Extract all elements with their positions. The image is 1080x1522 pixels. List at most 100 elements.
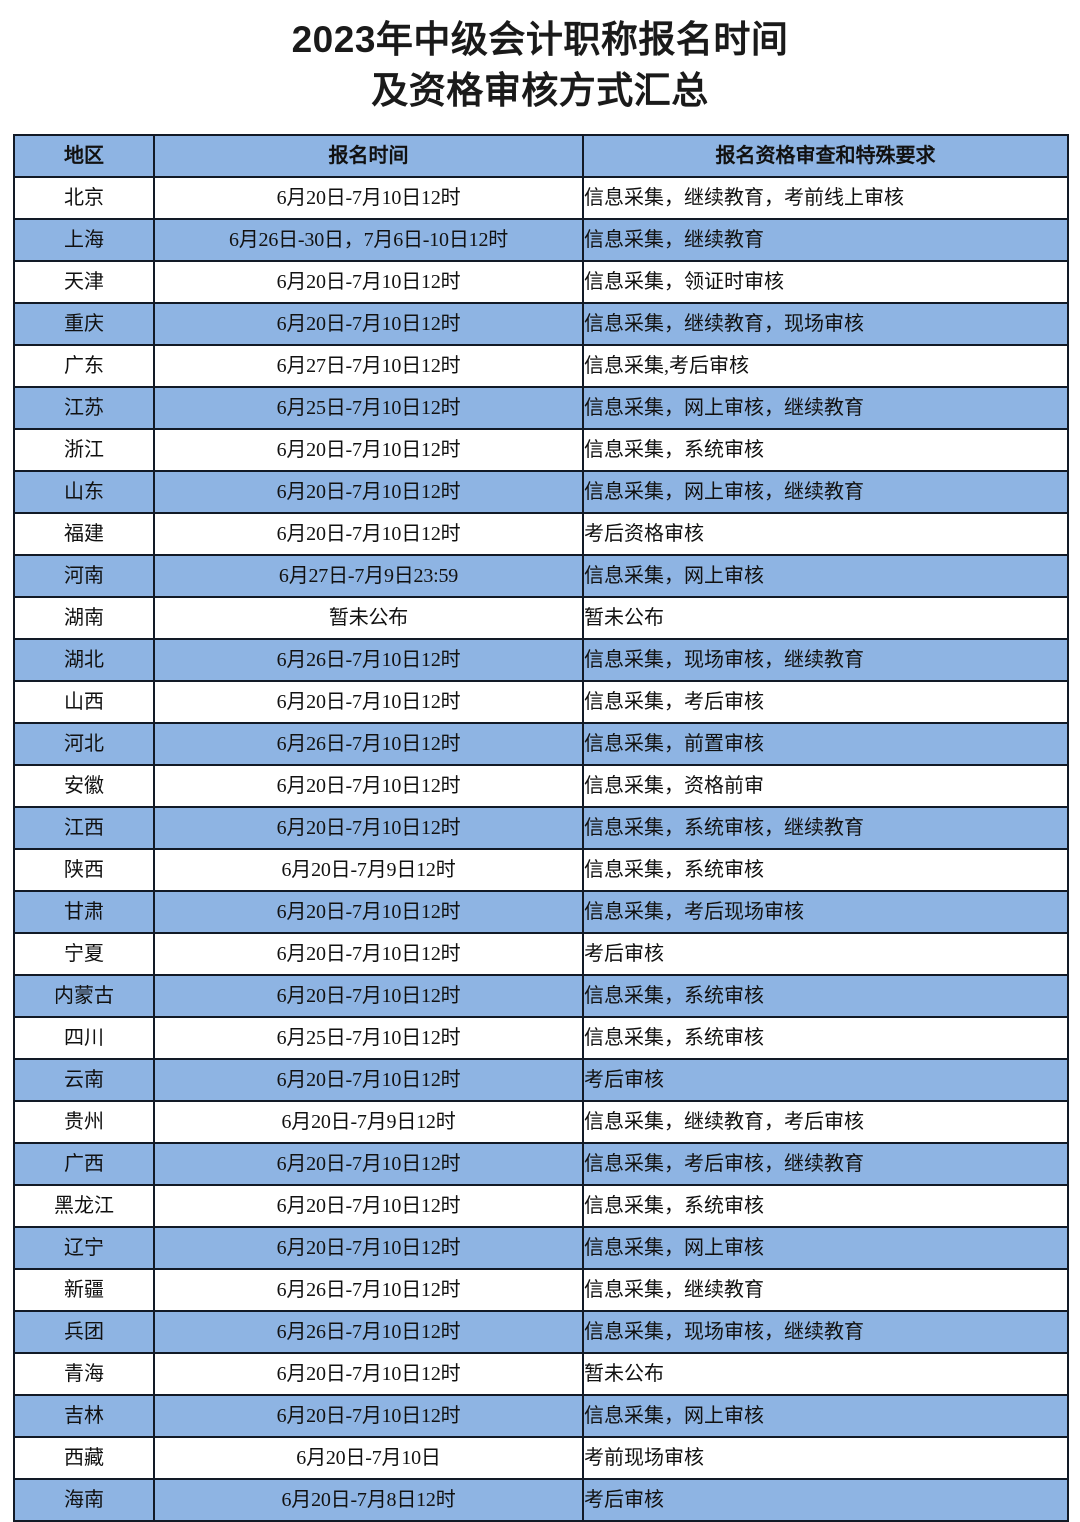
table-row: 湖北 6月26日-7月10日12时 信息采集，现场审核，继续教育	[13, 638, 1069, 682]
cell-review: 信息采集，继续教育	[582, 1268, 1069, 1312]
cell-region: 江苏	[13, 386, 155, 430]
cell-time: 6月27日-7月10日12时	[153, 344, 584, 388]
cell-review: 信息采集，考后审核	[582, 680, 1069, 724]
table-row: 北京 6月20日-7月10日12时 信息采集，继续教育，考前线上审核	[13, 176, 1069, 220]
cell-time: 6月20日-7月10日12时	[153, 470, 584, 514]
table-row: 陕西 6月20日-7月9日12时 信息采集，系统审核	[13, 848, 1069, 892]
registration-summary-table: 地区 报名时间 报名资格审查和特殊要求 北京 6月20日-7月10日12时 信息采集…	[13, 134, 1069, 1522]
table-row: 甘肃 6月20日-7月10日12时 信息采集，考后现场审核	[13, 890, 1069, 934]
cell-review: 暂未公布	[582, 1352, 1069, 1396]
column-header-review: 报名资格审查和特殊要求	[582, 134, 1069, 178]
cell-time: 6月20日-7月8日12时	[153, 1478, 584, 1522]
table-row: 山西 6月20日-7月10日12时 信息采集，考后审核	[13, 680, 1069, 724]
cell-region: 黑龙江	[13, 1184, 155, 1228]
cell-region: 陕西	[13, 848, 155, 892]
cell-time: 6月26日-7月10日12时	[153, 1268, 584, 1312]
cell-time: 6月26日-7月10日12时	[153, 1310, 584, 1354]
page-title-line-2: 及资格审核方式汇总	[371, 70, 709, 111]
cell-review: 考后审核	[582, 932, 1069, 976]
cell-time: 6月20日-7月10日12时	[153, 428, 584, 472]
cell-region: 新疆	[13, 1268, 155, 1312]
cell-region: 海南	[13, 1478, 155, 1522]
cell-review: 考后审核	[582, 1058, 1069, 1102]
column-header-time: 报名时间	[153, 134, 584, 178]
cell-review: 信息采集，前置审核	[582, 722, 1069, 766]
cell-region: 重庆	[13, 302, 155, 346]
cell-time: 6月20日-7月10日12时	[153, 512, 584, 556]
cell-review: 考前现场审核	[582, 1436, 1069, 1480]
cell-review: 信息采集，领证时审核	[582, 260, 1069, 304]
cell-time: 6月26日-30日，7月6日-10日12时	[153, 218, 584, 262]
cell-review: 信息采集，网上审核	[582, 1226, 1069, 1270]
cell-region: 山东	[13, 470, 155, 514]
page-title: 2023年中级会计职称报名时间 及资格审核方式汇总	[0, 0, 1080, 116]
cell-region: 河北	[13, 722, 155, 766]
cell-region: 湖北	[13, 638, 155, 682]
table-row: 内蒙古 6月20日-7月10日12时 信息采集，系统审核	[13, 974, 1069, 1018]
cell-region: 宁夏	[13, 932, 155, 976]
cell-region: 辽宁	[13, 1226, 155, 1270]
cell-time: 6月20日-7月10日12时	[153, 932, 584, 976]
cell-region: 西藏	[13, 1436, 155, 1480]
table-row: 西藏 6月20日-7月10日 考前现场审核	[13, 1436, 1069, 1480]
cell-time: 暂未公布	[153, 596, 584, 640]
table-row: 天津 6月20日-7月10日12时 信息采集，领证时审核	[13, 260, 1069, 304]
cell-region: 天津	[13, 260, 155, 304]
cell-time: 6月20日-7月10日12时	[153, 1352, 584, 1396]
cell-review: 信息采集，网上审核	[582, 1394, 1069, 1438]
table-row: 贵州 6月20日-7月9日12时 信息采集，继续教育，考后审核	[13, 1100, 1069, 1144]
cell-review: 信息采集，网上审核	[582, 554, 1069, 598]
table-row: 广西 6月20日-7月10日12时 信息采集，考后审核，继续教育	[13, 1142, 1069, 1186]
cell-region: 福建	[13, 512, 155, 556]
cell-review: 信息采集，网上审核，继续教育	[582, 470, 1069, 514]
table-row: 湖南 暂未公布 暂未公布	[13, 596, 1069, 640]
cell-review: 信息采集，网上审核，继续教育	[582, 386, 1069, 430]
cell-time: 6月20日-7月9日12时	[153, 848, 584, 892]
cell-time: 6月25日-7月10日12时	[153, 386, 584, 430]
table-row: 上海 6月26日-30日，7月6日-10日12时 信息采集，继续教育	[13, 218, 1069, 262]
table-row: 安徽 6月20日-7月10日12时 信息采集，资格前审	[13, 764, 1069, 808]
table-row: 江苏 6月25日-7月10日12时 信息采集，网上审核，继续教育	[13, 386, 1069, 430]
cell-time: 6月26日-7月10日12时	[153, 638, 584, 682]
table-row: 重庆 6月20日-7月10日12时 信息采集，继续教育，现场审核	[13, 302, 1069, 346]
cell-time: 6月20日-7月10日12时	[153, 680, 584, 724]
cell-time: 6月20日-7月10日12时	[153, 176, 584, 220]
cell-review: 考后审核	[582, 1478, 1069, 1522]
column-header-region: 地区	[13, 134, 155, 178]
table-body: 北京 6月20日-7月10日12时 信息采集，继续教育，考前线上审核 上海 6月26日-…	[13, 176, 1069, 1522]
cell-time: 6月20日-7月10日12时	[153, 260, 584, 304]
cell-region: 安徽	[13, 764, 155, 808]
page-title-line-1: 2023年中级会计职称报名时间	[291, 19, 789, 60]
cell-review: 信息采集，现场审核，继续教育	[582, 1310, 1069, 1354]
cell-region: 吉林	[13, 1394, 155, 1438]
cell-region: 广西	[13, 1142, 155, 1186]
cell-region: 广东	[13, 344, 155, 388]
cell-region: 兵团	[13, 1310, 155, 1354]
table-row: 宁夏 6月20日-7月10日12时 考后审核	[13, 932, 1069, 976]
cell-review: 信息采集，考后审核，继续教育	[582, 1142, 1069, 1186]
cell-region: 贵州	[13, 1100, 155, 1144]
cell-region: 湖南	[13, 596, 155, 640]
cell-region: 浙江	[13, 428, 155, 472]
cell-review: 信息采集，系统审核	[582, 848, 1069, 892]
table-row: 兵团 6月26日-7月10日12时 信息采集，现场审核，继续教育	[13, 1310, 1069, 1354]
table-row: 四川 6月25日-7月10日12时 信息采集，系统审核	[13, 1016, 1069, 1060]
cell-time: 6月20日-7月10日12时	[153, 806, 584, 850]
cell-time: 6月20日-7月10日12时	[153, 1226, 584, 1270]
cell-review: 信息采集，现场审核，继续教育	[582, 638, 1069, 682]
summary-table-container: 地区 报名时间 报名资格审查和特殊要求 北京 6月20日-7月10日12时 信息采集…	[13, 116, 1069, 1522]
cell-review: 信息采集，系统审核	[582, 428, 1069, 472]
table-row: 辽宁 6月20日-7月10日12时 信息采集，网上审核	[13, 1226, 1069, 1270]
cell-review: 信息采集，系统审核	[582, 1016, 1069, 1060]
cell-region: 内蒙古	[13, 974, 155, 1018]
table-row: 河北 6月26日-7月10日12时 信息采集，前置审核	[13, 722, 1069, 766]
table-row: 新疆 6月26日-7月10日12时 信息采集，继续教育	[13, 1268, 1069, 1312]
cell-time: 6月20日-7月10日12时	[153, 1142, 584, 1186]
table-header: 地区 报名时间 报名资格审查和特殊要求	[13, 134, 1069, 178]
table-row: 山东 6月20日-7月10日12时 信息采集，网上审核，继续教育	[13, 470, 1069, 514]
cell-region: 江西	[13, 806, 155, 850]
cell-review: 信息采集，继续教育	[582, 218, 1069, 262]
cell-time: 6月27日-7月9日23:59	[153, 554, 584, 598]
table-row: 福建 6月20日-7月10日12时 考后资格审核	[13, 512, 1069, 556]
